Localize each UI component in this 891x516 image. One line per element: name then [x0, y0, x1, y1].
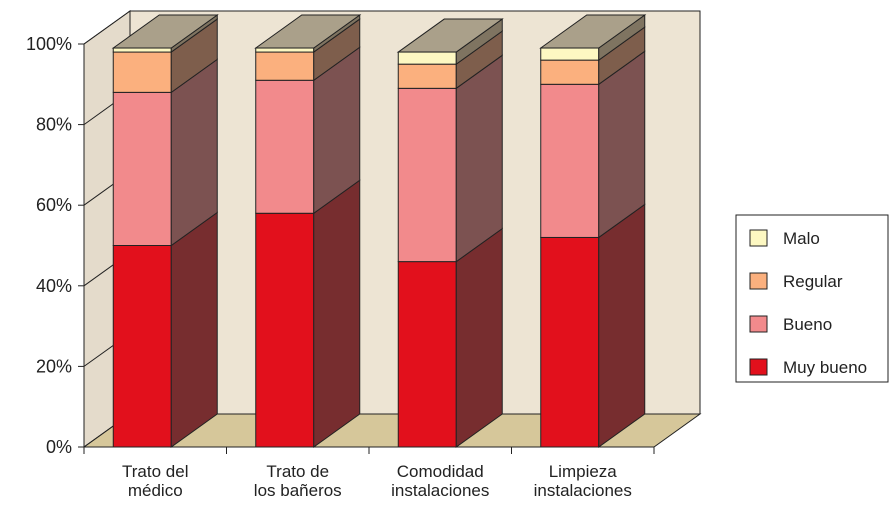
bar-top: [254, 14, 362, 49]
bar-front-regular: [397, 63, 457, 89]
bar-front-bueno: [255, 79, 315, 214]
bar-front-muy-bueno: [540, 236, 600, 448]
bar-front-bueno: [112, 91, 172, 246]
legend-swatch: [749, 315, 768, 333]
y-tick-depth: [83, 10, 131, 45]
category-label-line: Trato del: [122, 462, 188, 481]
category-label: Trato del médico: [122, 462, 188, 500]
bar-stack: [539, 14, 647, 448]
legend-label: Muy bueno: [783, 358, 867, 377]
y-tick-label: 40%: [36, 276, 72, 296]
bar-front-muy-bueno: [112, 245, 172, 448]
bar-front-regular: [540, 59, 600, 85]
bar-side-muy-bueno: [455, 227, 503, 448]
bar-front-malo: [112, 47, 172, 53]
y-tick-label: 0%: [46, 437, 72, 457]
y-tick-label: 60%: [36, 195, 72, 215]
bar-side-bueno: [455, 54, 503, 263]
bar-front-muy-bueno: [397, 261, 457, 448]
bar-side-muy-bueno: [598, 203, 646, 448]
category-label: Comodidad instalaciones: [391, 462, 489, 500]
y-tick-label: 100%: [26, 34, 72, 54]
legend-swatch: [749, 229, 768, 247]
bar-stack: [111, 14, 219, 448]
legend-label: Regular: [783, 272, 843, 291]
category-label-line: los bañeros: [254, 481, 342, 500]
chart-legend: Malo Regular Bueno Muy bueno: [735, 214, 889, 383]
category-label-line: médico: [128, 481, 183, 500]
category-label-line: Trato de: [266, 462, 329, 481]
category-label-line: instalaciones: [534, 481, 632, 500]
legend-label: Malo: [783, 229, 820, 248]
category-label-line: instalaciones: [391, 481, 489, 500]
legend-swatch: [749, 358, 768, 376]
chart-bars: [111, 14, 647, 448]
bar-front-bueno: [397, 87, 457, 263]
bar-front-malo: [255, 47, 315, 53]
legend-swatch: [749, 272, 768, 290]
bar-top: [111, 14, 219, 49]
bar-stack: [254, 14, 362, 448]
category-label: Limpieza instalaciones: [534, 462, 632, 500]
bar-side-muy-bueno: [313, 179, 361, 448]
bar-top: [396, 18, 504, 53]
legend-label: Bueno: [783, 315, 832, 334]
category-label-line: Comodidad: [397, 462, 484, 481]
bar-stack: [396, 18, 504, 448]
bar-front-regular: [112, 51, 172, 93]
category-label: Trato de los bañeros: [254, 462, 342, 500]
bar-front-malo: [540, 47, 600, 61]
y-tick-label: 20%: [36, 356, 72, 376]
bar-side-muy-bueno: [170, 211, 218, 448]
category-label-line: Limpieza: [549, 462, 618, 481]
bar-front-muy-bueno: [255, 212, 315, 448]
bar-front-regular: [255, 51, 315, 81]
bar-front-malo: [397, 51, 457, 65]
bar-front-bueno: [540, 83, 600, 238]
bar-top: [539, 14, 647, 49]
y-tick-label: 80%: [36, 115, 72, 135]
